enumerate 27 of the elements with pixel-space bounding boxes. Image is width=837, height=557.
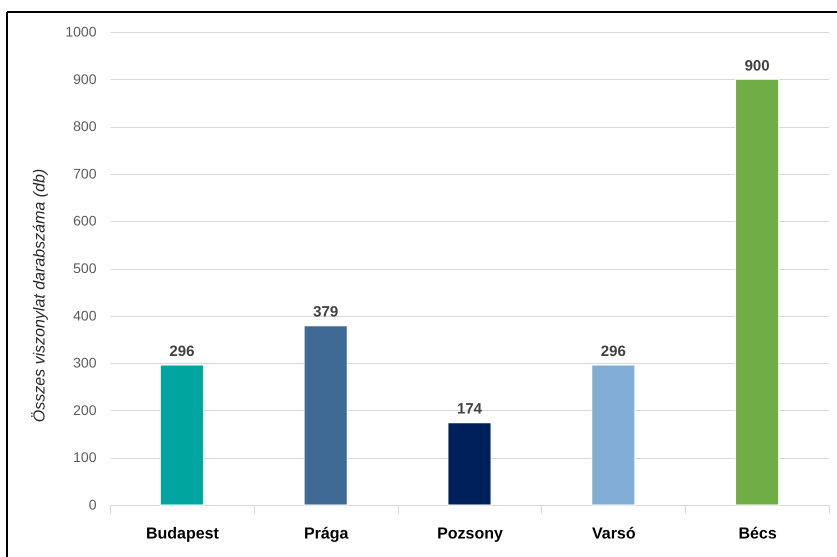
y-tick-label: 200 [73,402,97,418]
bar [447,422,492,506]
x-tick-label: Pozsony [437,526,503,542]
y-tick-label: 100 [73,449,97,466]
y-tick-label: 700 [73,165,97,182]
y-tick-label: 800 [73,118,97,134]
x-tick-label: Prága [304,526,349,542]
data-label: 296 [169,342,194,360]
x-tick-label: Budapest [146,526,220,542]
x-tick-label: Bécs [738,526,777,542]
y-tick-label: 300 [73,354,97,371]
y-tick-label: 600 [73,212,97,229]
y-tick-label: 0 [88,496,97,512]
bar [160,364,204,506]
bar [735,78,780,506]
data-label: 900 [744,57,770,74]
y-tick-label: 900 [73,70,97,87]
bar [591,364,636,506]
y-tick-label: 1000 [65,24,97,40]
data-label: 379 [313,304,338,321]
data-label: 174 [456,400,483,418]
bar [304,325,348,506]
data-label: 296 [600,342,626,360]
y-tick-label: 500 [73,260,97,276]
y-axis-title: Összes viszonylat darabszáma (db) [30,168,48,422]
y-tick-label: 400 [73,307,97,324]
x-tick-label: Varsó [592,526,636,542]
